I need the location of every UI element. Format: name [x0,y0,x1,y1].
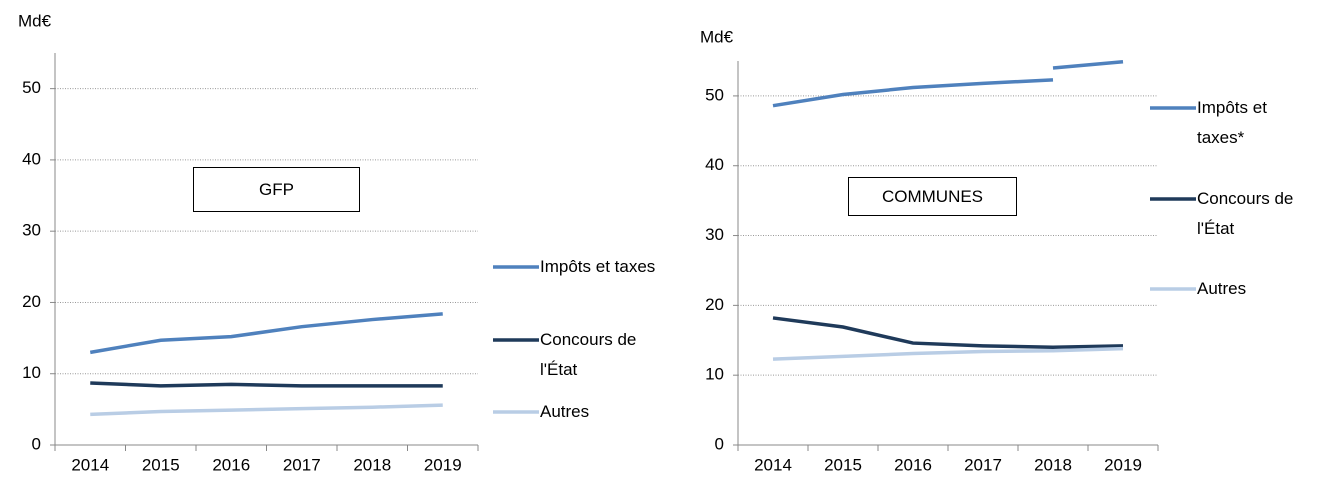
y-tick-label: 0 [715,434,724,453]
chart-title: COMMUNES [848,177,1017,216]
x-tick-label: 2016 [894,455,932,474]
series-line [89,312,443,355]
legend-label: Concours de l'État [1197,189,1294,238]
y-tick-label: 50 [22,78,41,97]
series-line [772,78,1054,108]
y-tick-label: 40 [705,155,724,174]
series-line [1052,59,1124,70]
series-line [90,403,443,417]
y-tick-label: 50 [705,85,724,104]
y-tick-label: 0 [32,434,41,453]
legend-label: Impôts et taxes [540,257,656,276]
legend-label: Autres [1197,279,1247,298]
y-tick-label: 10 [705,365,724,384]
x-tick-label: 2015 [142,455,180,474]
legend-label: Impôts et taxes* [1197,98,1267,147]
y-axis-label: Md€ [18,11,52,30]
series-line [772,346,1124,361]
x-tick-label: 2014 [71,455,109,474]
y-tick-label: 30 [22,221,41,240]
y-tick-label: 30 [705,225,724,244]
x-tick-label: 2014 [754,455,792,474]
y-tick-label: 10 [22,363,41,382]
x-tick-label: 2016 [212,455,250,474]
legend-label: Concours de l'État [540,330,637,379]
x-tick-label: 2015 [824,455,862,474]
y-tick-label: 20 [705,295,724,314]
legend-label: Autres [540,402,590,421]
x-tick-label: 2018 [1034,455,1072,474]
chart-title: GFP [193,167,360,212]
y-tick-label: 40 [22,149,41,168]
x-tick-label: 2017 [283,455,321,474]
y-tick-label: 20 [22,292,41,311]
series-line [90,381,443,388]
series-line [772,316,1124,350]
y-axis-label: Md€ [700,27,734,46]
x-tick-label: 2018 [353,455,391,474]
x-tick-label: 2017 [964,455,1002,474]
x-tick-label: 2019 [1104,455,1142,474]
x-tick-label: 2019 [424,455,462,474]
